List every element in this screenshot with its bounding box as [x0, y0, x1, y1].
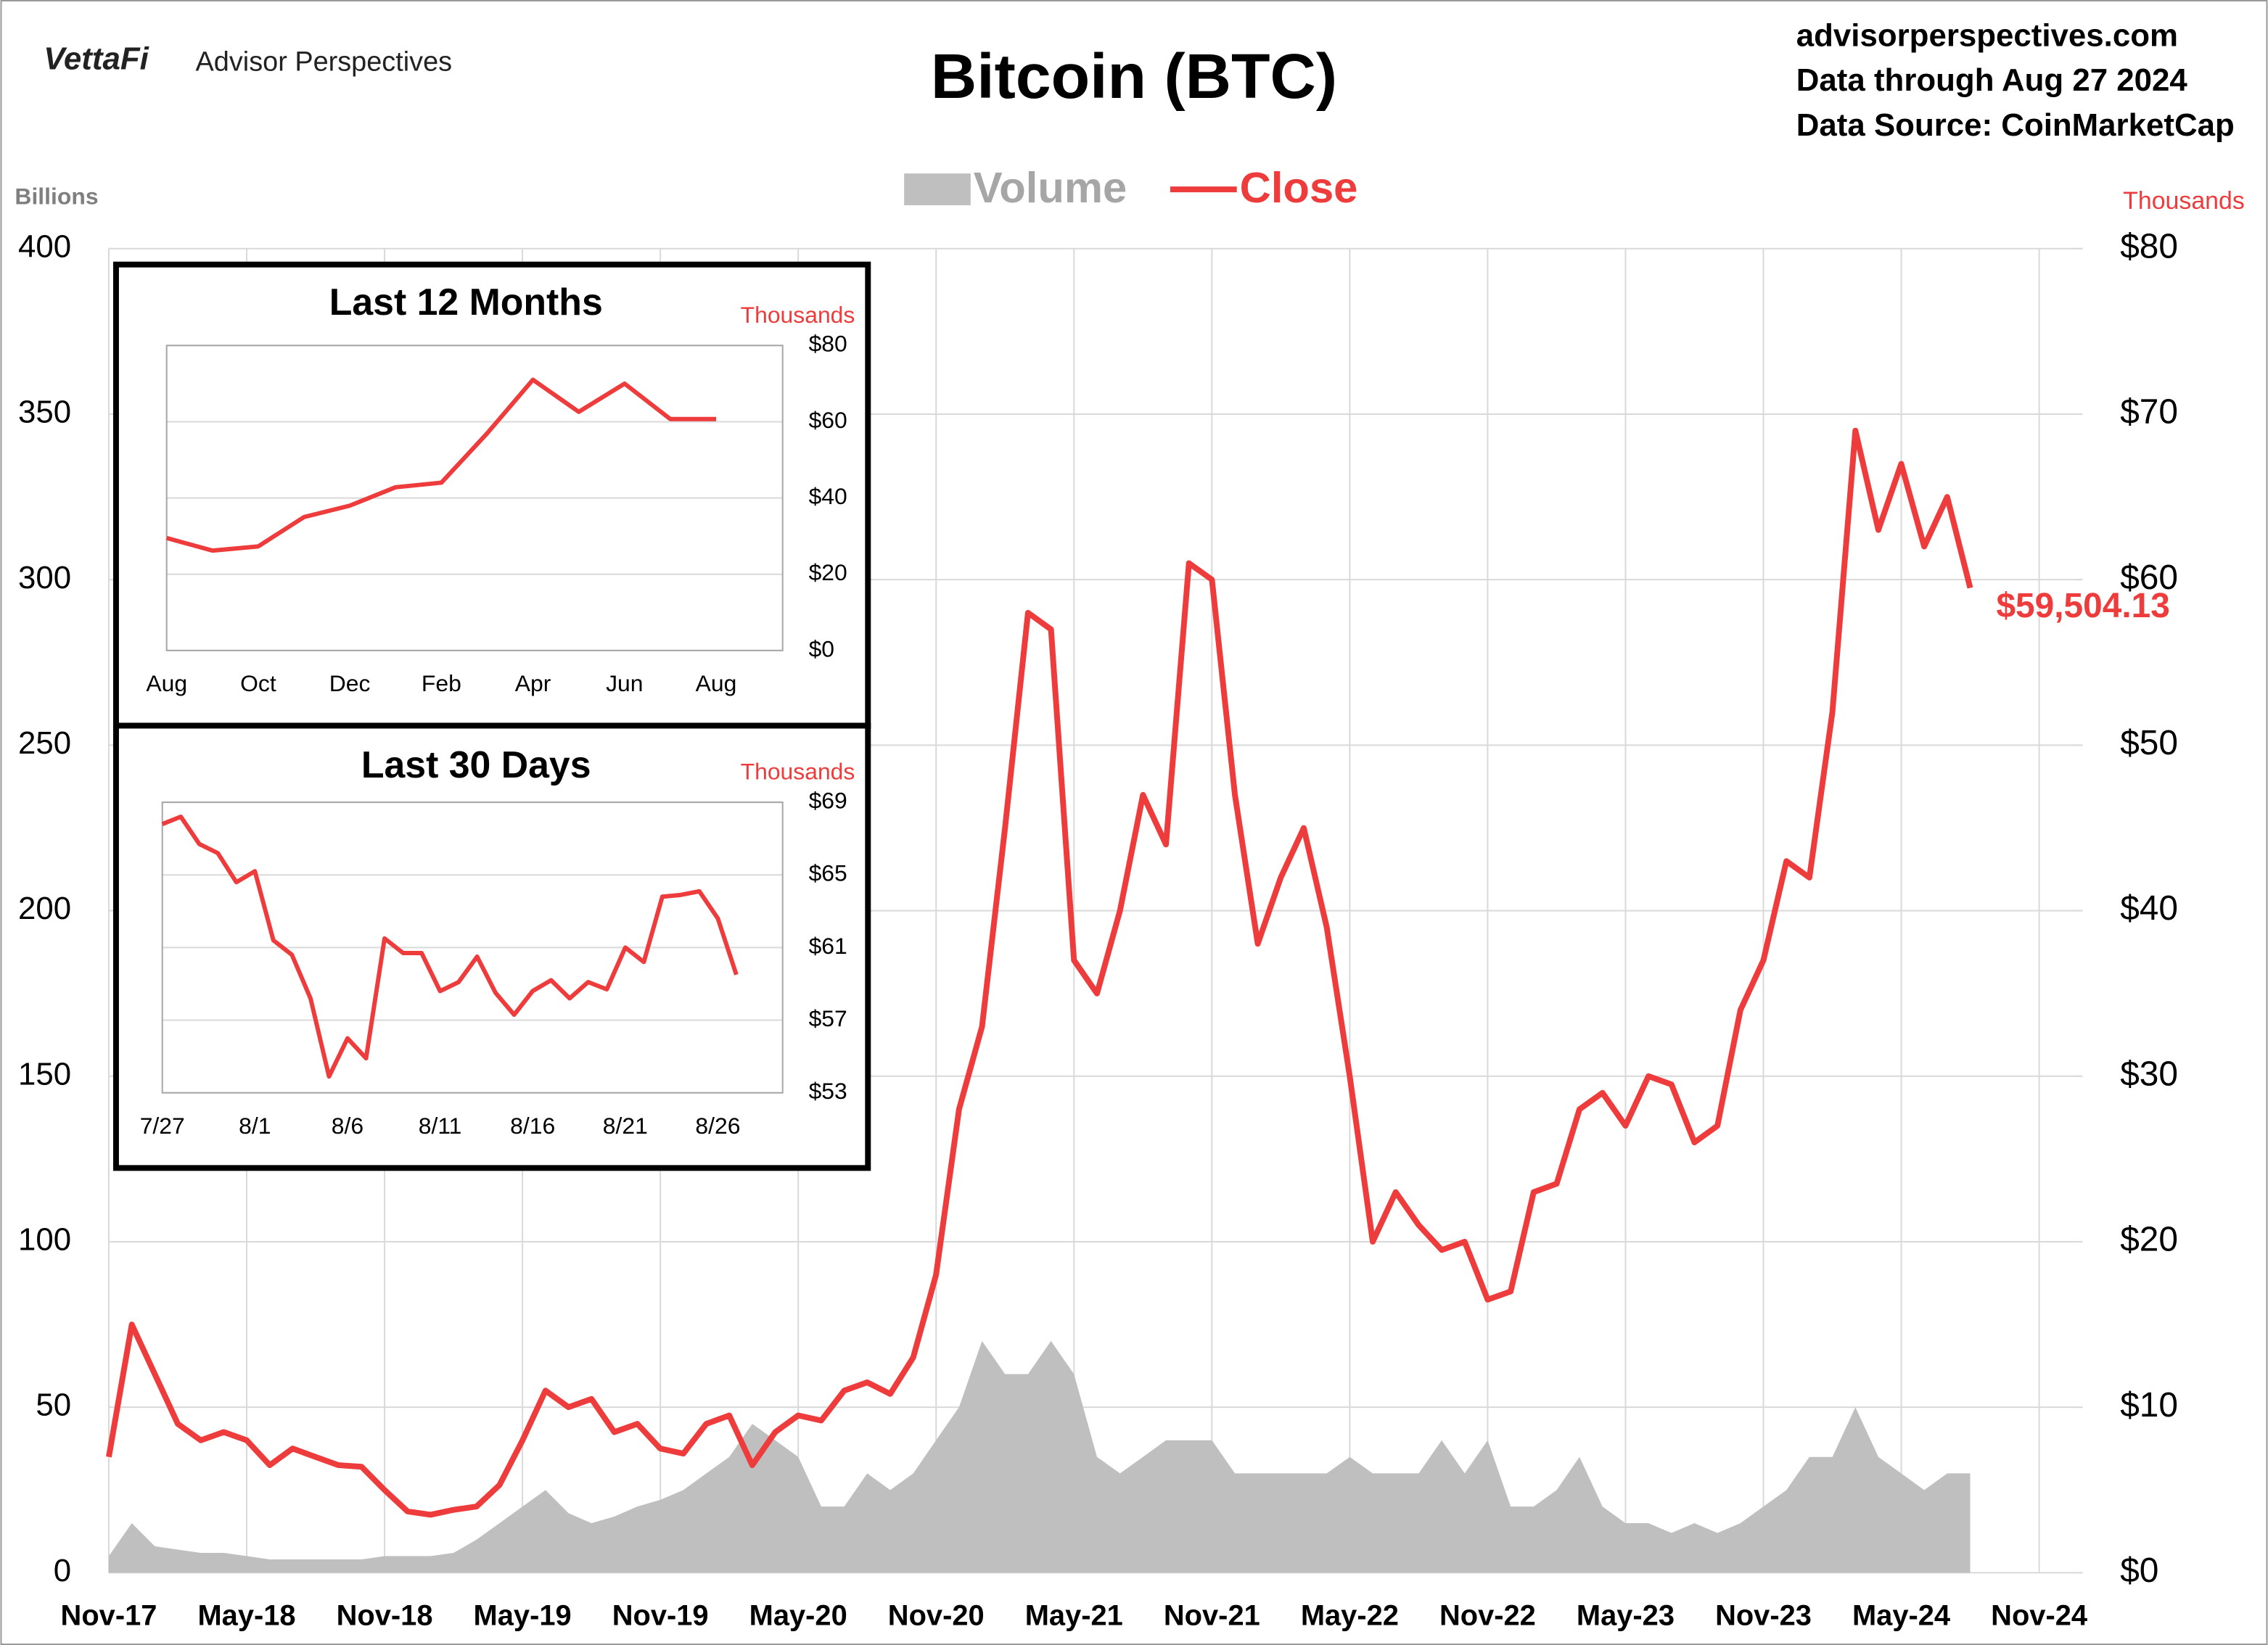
y-tick-label: $53	[809, 1078, 847, 1104]
legend-label: Volume	[974, 163, 1127, 212]
x-tick-label: May-18	[197, 1600, 295, 1632]
y-tick-label: 100	[18, 1222, 71, 1258]
x-tick-label: May-21	[1025, 1600, 1123, 1632]
y-tick-label: $0	[809, 635, 834, 661]
inset-box	[112, 261, 871, 729]
x-tick-label: Nov-19	[612, 1600, 709, 1632]
x-tick-label: Nov-24	[1991, 1600, 2087, 1632]
x-tick-label: Nov-23	[1715, 1600, 1812, 1632]
x-tick-label: May-24	[1852, 1600, 1950, 1632]
y-tick-label: $60	[809, 407, 847, 433]
y2-tick-label: $40	[2120, 889, 2178, 928]
data-source: Data Source: CoinMarketCap	[1796, 107, 2235, 143]
price-line	[161, 815, 739, 1079]
x-tick-label: Nov-18	[337, 1600, 433, 1632]
x-tick-label: 7/27	[140, 1113, 185, 1139]
y-tick-label: $69	[809, 788, 847, 814]
price-line	[165, 377, 717, 553]
y2-tick-label: $10	[2120, 1386, 2178, 1425]
x-tick-label: May-19	[474, 1600, 572, 1632]
volume-area	[108, 1340, 1971, 1573]
y-tick-label: 400	[18, 228, 71, 264]
x-tick-label: Feb	[422, 670, 461, 696]
y2-tick-label: $30	[2120, 1055, 2178, 1093]
y-tick-label: $20	[809, 559, 847, 585]
x-tick-label: May-23	[1577, 1600, 1675, 1632]
value-label: $59,504.13	[1996, 587, 2169, 625]
x-tick-label: Aug	[146, 670, 187, 696]
inset-y-label: Thousands	[741, 302, 855, 328]
x-tick-label: Nov-21	[1164, 1600, 1260, 1632]
x-tick-label: 8/26	[695, 1113, 740, 1139]
x-tick-label: Jun	[606, 670, 643, 696]
inset-title: Last 12 Months	[329, 281, 603, 323]
brand: VettaFi	[44, 41, 149, 76]
y-tick-label: $80	[809, 331, 847, 357]
inset-plot: Last 12 Months Thousands $0 $20 $40 $60 $80 Aug…	[146, 281, 855, 696]
y-axis-label: Billions	[15, 183, 98, 209]
y-tick-label: 0	[54, 1553, 71, 1588]
site: advisorperspectives.com	[1796, 17, 2178, 53]
legend-label: Close	[1240, 163, 1358, 212]
x-tick-label: 8/1	[239, 1113, 271, 1139]
inset-title: Last 30 Days	[361, 743, 591, 786]
subbrand: Advisor Perspectives	[196, 47, 453, 78]
main-plot: 0 50 100 150 200 250 300 350 400 $0 $10 $20 $30 $40 $5…	[18, 163, 2178, 1632]
y-tick-label: 150	[18, 1056, 71, 1092]
y-tick-label: 200	[18, 891, 71, 926]
x-tick-label: 8/6	[332, 1113, 363, 1139]
x-tick-label: Aug	[696, 670, 737, 696]
chart-title: Bitcoin (BTC)	[931, 41, 1337, 112]
x-tick-label: Oct	[240, 670, 276, 696]
x-tick-label: 8/16	[510, 1113, 555, 1139]
y-tick-label: $61	[809, 933, 847, 959]
inset-plot: Last 30 Days Thousands $53 $57 $61 $65 $69 7/27…	[140, 743, 855, 1139]
legend-swatch	[904, 173, 971, 206]
inset-y-label: Thousands	[741, 759, 855, 785]
y-tick-label: 300	[18, 560, 71, 595]
x-tick-label: Nov-17	[61, 1600, 157, 1632]
y-tick-label: $57	[809, 1005, 847, 1031]
y2-axis-label: Thousands	[2123, 187, 2245, 215]
x-tick-label: Nov-22	[1439, 1600, 1536, 1632]
plot-frame	[165, 345, 784, 651]
y-tick-label: 250	[18, 725, 71, 761]
x-tick-label: May-20	[749, 1600, 847, 1632]
y2-tick-label: $80	[2120, 227, 2178, 265]
y-tick-label: 350	[18, 395, 71, 430]
close-line	[106, 427, 1973, 1518]
y-tick-label: 50	[36, 1388, 71, 1423]
y2-tick-label: $60	[2120, 558, 2178, 597]
plot-frame	[161, 801, 784, 1094]
y2-tick-label: $0	[2120, 1551, 2158, 1590]
x-tick-label: Apr	[515, 670, 551, 696]
y2-tick-label: $20	[2120, 1221, 2178, 1259]
y2-tick-label: $50	[2120, 724, 2178, 762]
y-tick-label: $40	[809, 483, 847, 509]
x-tick-label: May-22	[1301, 1600, 1399, 1632]
x-tick-label: Dec	[329, 670, 371, 696]
data-through: Data through Aug 27 2024	[1796, 62, 2188, 98]
x-tick-label: Nov-20	[888, 1600, 985, 1632]
x-tick-label: 8/21	[603, 1113, 648, 1139]
x-tick-label: 8/11	[419, 1113, 462, 1139]
y2-tick-label: $70	[2120, 393, 2178, 432]
y-tick-label: $65	[809, 860, 847, 886]
